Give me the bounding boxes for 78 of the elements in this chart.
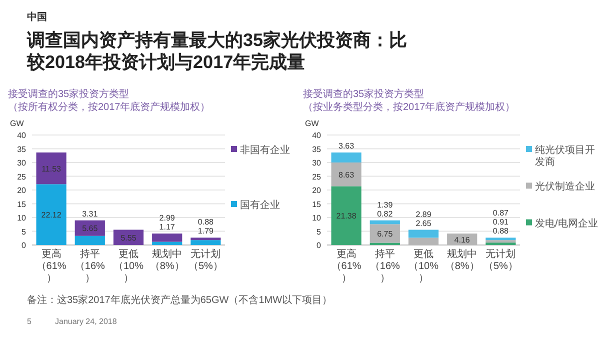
- bar: [331, 152, 362, 162]
- y-tick-label: 5: [22, 227, 27, 236]
- legend-label: 发电/电网企业: [535, 217, 598, 230]
- data-label: 21.38: [336, 212, 357, 221]
- legend-label: 纯光伏项目开发商: [535, 144, 595, 168]
- bar: [113, 230, 144, 245]
- x-tick-label: 更高（61%）: [36, 248, 66, 284]
- bar: [190, 240, 221, 245]
- y-tick-label: 40: [312, 131, 322, 140]
- data-label: 0.91: [492, 218, 510, 227]
- chart-subtitle: 接受调查的35家投资方类型（按所有权分类，按2017年底资产规模加权）: [8, 88, 210, 113]
- data-label: 0.82: [377, 209, 394, 218]
- bar: [152, 242, 182, 245]
- y-tick-label: 15: [17, 200, 27, 209]
- x-tick-label: 规划中（8%）: [444, 248, 480, 272]
- data-label: 2.99: [159, 214, 176, 223]
- data-label: 0.87: [492, 208, 510, 218]
- data-label: 4.16: [454, 235, 470, 244]
- x-tick-label: 更低（10%）: [113, 249, 144, 284]
- text: 调查国内资产持有量最大的35家光伏投资商：比较2018年投资计划与2017年完成量: [26, 30, 408, 72]
- y-axis-title: GW: [10, 119, 24, 128]
- data-label: 5.55: [120, 233, 137, 242]
- y-tick-label: 35: [17, 144, 27, 154]
- y-tick-label: 30: [17, 158, 27, 168]
- bar: [486, 240, 516, 243]
- bar: [36, 152, 66, 184]
- y-axis-title: GW: [305, 119, 320, 128]
- x-tick-label: 无计划（5%）: [188, 248, 223, 272]
- x-tick-label: 持平（16%）: [370, 248, 400, 284]
- data-label: 8.63: [338, 170, 355, 180]
- data-label: 1.79: [198, 226, 214, 236]
- bar: [152, 234, 182, 242]
- bar: [331, 162, 362, 186]
- x-tick-label: 更低（10%）: [408, 249, 439, 284]
- text: January 24, 2018: [55, 317, 118, 326]
- data-label: 1.39: [377, 200, 394, 210]
- y-tick-label: 20: [17, 186, 27, 195]
- data-label: 11.53: [42, 164, 62, 174]
- data-label: 3.31: [82, 209, 98, 218]
- x-tick-label: 无计划（5%）: [483, 248, 518, 272]
- y-tick-label: 0: [22, 241, 27, 250]
- x-tick-label: 规划中（8%）: [150, 248, 184, 272]
- y-tick-label: 5: [316, 227, 322, 236]
- bar: [331, 186, 362, 245]
- y-tick-label: 10: [17, 214, 27, 222]
- x-tick-label: 持平（16%）: [74, 248, 106, 284]
- y-tick-label: 0: [316, 241, 322, 250]
- data-label: 2.65: [416, 218, 432, 228]
- data-label: 3.63: [338, 141, 355, 150]
- bar: [486, 238, 516, 240]
- bar: [370, 224, 400, 243]
- data-label: 1.17: [159, 222, 176, 232]
- legend-label: 国有企业: [240, 199, 280, 211]
- data-label: 6.75: [377, 229, 394, 238]
- bar: [370, 220, 400, 224]
- y-tick-label: 35: [312, 144, 322, 154]
- data-label: 0.88: [198, 218, 214, 227]
- text: 中国: [27, 11, 47, 23]
- bar: [74, 236, 105, 245]
- y-tick-label: 25: [17, 172, 27, 182]
- y-tick-label: 10: [312, 214, 322, 222]
- data-label: 0.88: [492, 226, 510, 236]
- bar: [408, 230, 439, 238]
- data-label: 22.12: [41, 210, 62, 220]
- legend-label: 光伏制造企业: [535, 180, 595, 193]
- y-tick-label: 30: [312, 158, 322, 168]
- data-label: 5.65: [82, 224, 98, 234]
- bar: [36, 184, 66, 245]
- bar: [190, 238, 221, 240]
- y-tick-label: 40: [17, 131, 27, 140]
- y-tick-label: 20: [312, 186, 322, 195]
- y-tick-label: 15: [312, 200, 322, 209]
- data-label: 2.89: [416, 210, 432, 219]
- text: 备注：这35家2017年底光伏资产总量为65GW（不含1MW以下项目）: [27, 294, 332, 306]
- chart-subtitle: 接受调查的35家投资方类型（按业务类型分类，按2017年底资产规模加权）: [303, 88, 516, 113]
- x-tick-label: 更高（61%）: [331, 248, 362, 284]
- legend-label: 非国有企业: [240, 144, 290, 156]
- y-tick-label: 25: [312, 172, 322, 182]
